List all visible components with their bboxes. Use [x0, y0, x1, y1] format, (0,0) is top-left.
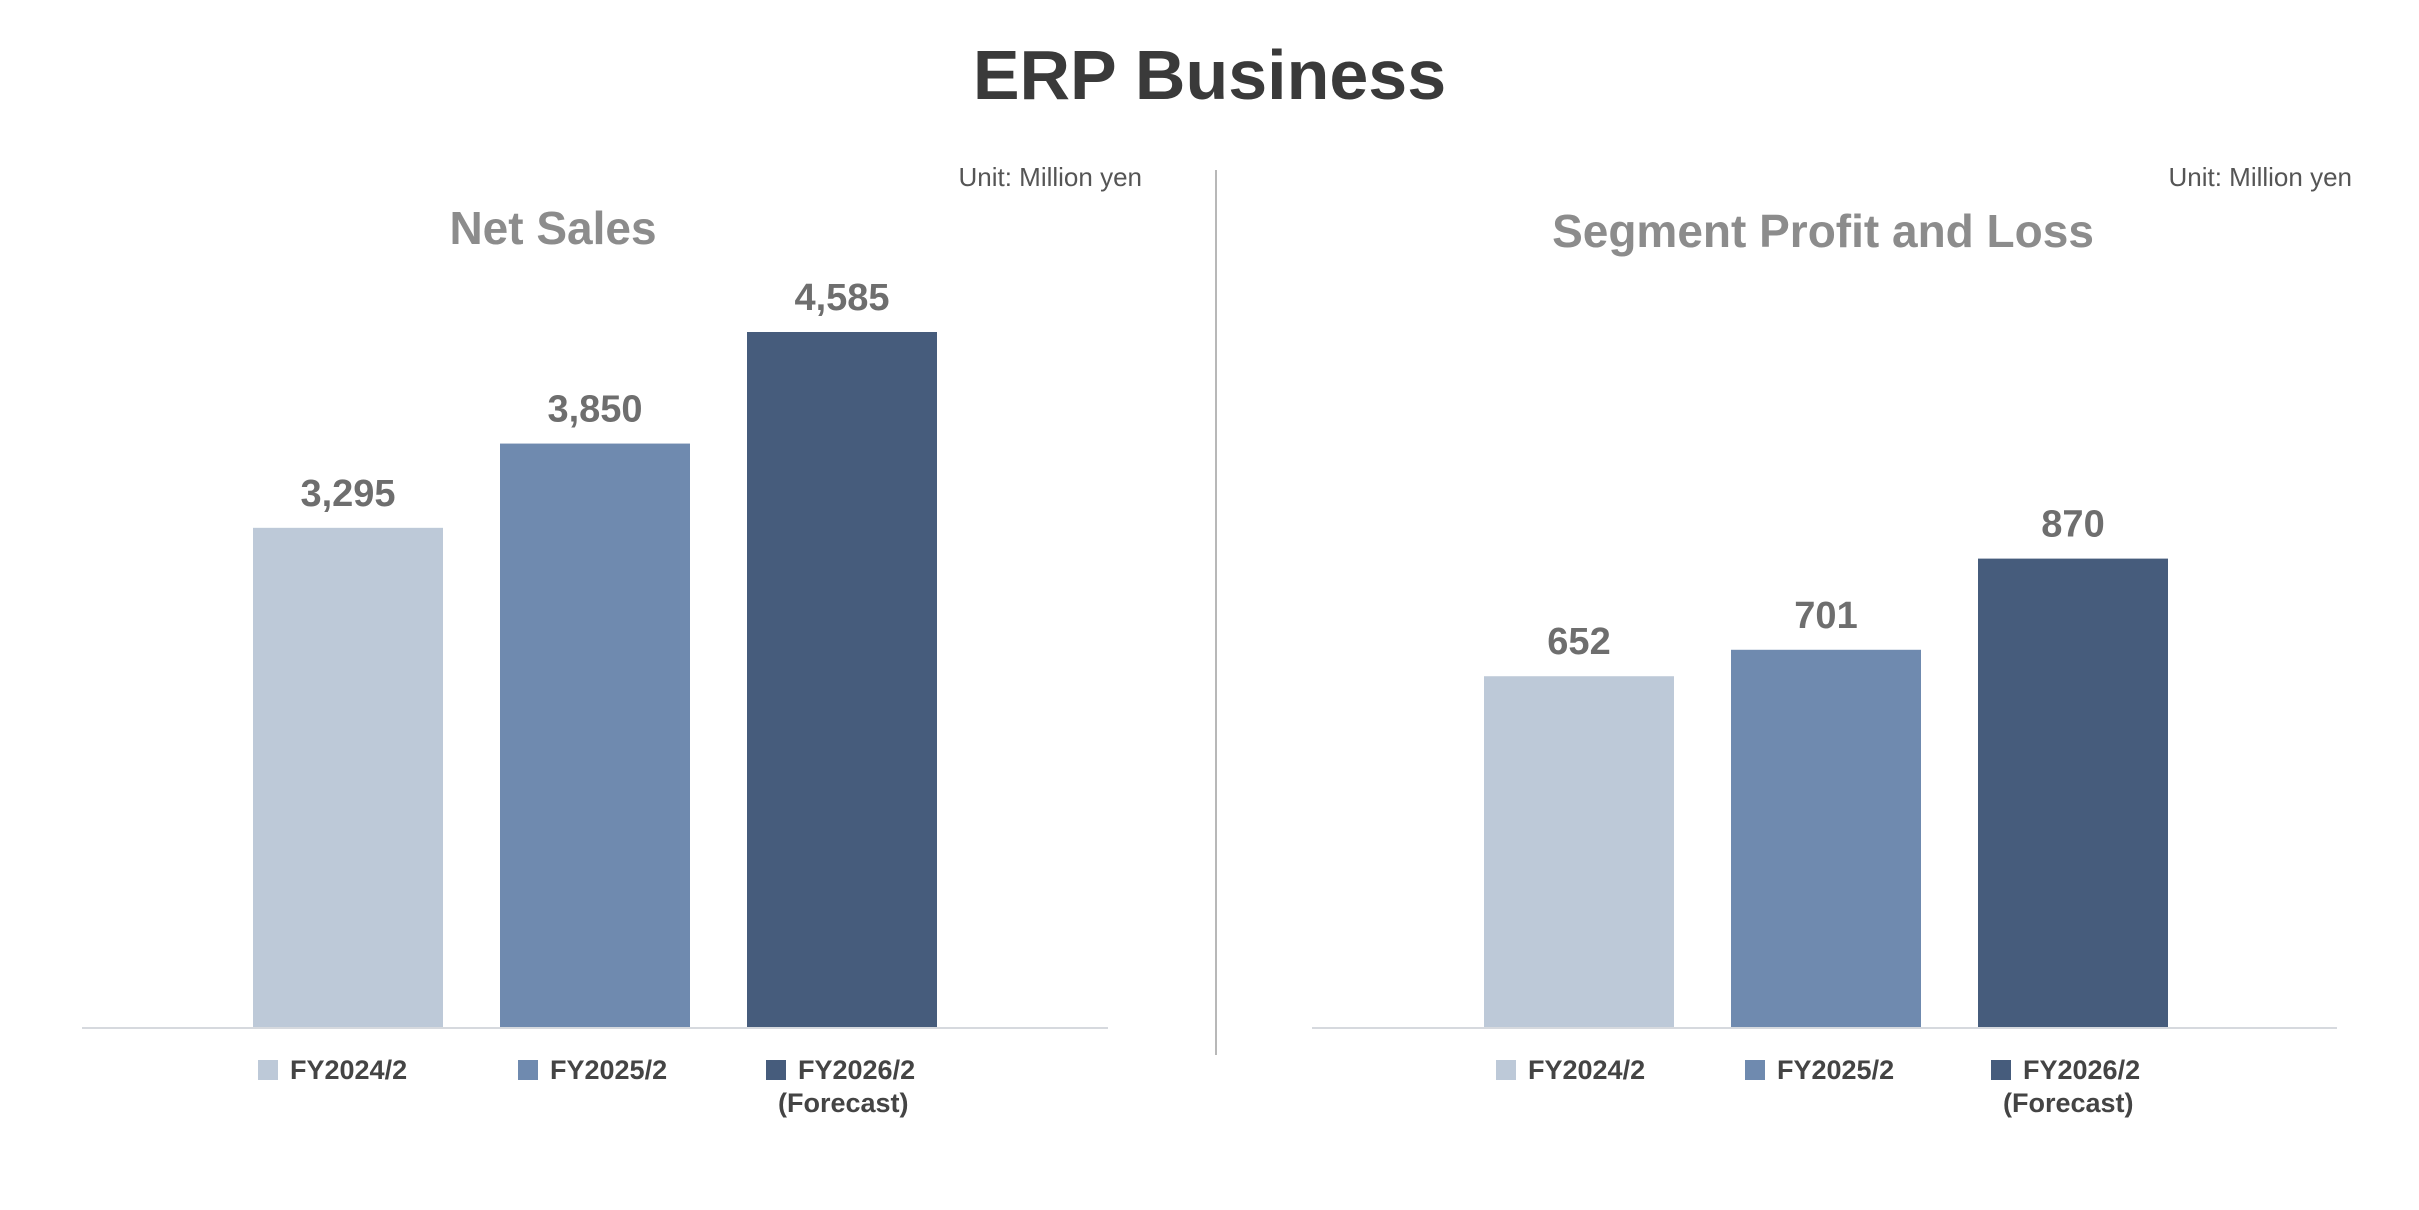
chart-title: Net Sales — [449, 202, 656, 254]
bar-fy2025-2 — [1731, 649, 1921, 1028]
legend-swatch — [1496, 1060, 1516, 1080]
legend-entry: FY2026/2 — [2023, 1055, 2140, 1085]
bar-fy2024-2 — [253, 527, 443, 1028]
net-sales-chart: Unit: Million yen Net Sales 3,295 3,850 4,58… — [82, 162, 1142, 1118]
legend-swatch — [258, 1060, 278, 1080]
data-label: 4,585 — [794, 277, 889, 319]
legend-swatch — [766, 1060, 786, 1080]
legend-entry: FY2024/2 — [290, 1055, 407, 1085]
bar-fy2026-2 — [747, 332, 937, 1028]
legend-note: (Forecast) — [2003, 1088, 2134, 1118]
data-label: 870 — [2041, 504, 2104, 546]
legend-entry: FY2025/2 — [1777, 1055, 1894, 1085]
segment-profit-chart: Unit: Million yen Segment Profit and Loss… — [1312, 162, 2352, 1118]
data-label: 3,295 — [300, 473, 395, 515]
bar-fy2025-2 — [500, 443, 690, 1028]
unit-label: Unit: Million yen — [2168, 162, 2352, 192]
page-title: ERP Business — [972, 36, 1447, 114]
legend-entry: FY2024/2 — [1528, 1055, 1645, 1085]
legend-swatch — [518, 1060, 538, 1080]
chart-divider — [1215, 170, 1217, 1055]
legend-entry: FY2026/2 — [798, 1055, 915, 1085]
legend-swatch — [1991, 1060, 2011, 1080]
data-label: 3,850 — [547, 389, 642, 431]
data-label: 652 — [1547, 621, 1610, 663]
bar-fy2026-2 — [1978, 558, 2168, 1028]
legend-entry: FY2025/2 — [550, 1055, 667, 1085]
legend-note: (Forecast) — [778, 1088, 909, 1118]
chart-title: Segment Profit and Loss — [1552, 205, 2094, 257]
bar-fy2024-2 — [1484, 676, 1674, 1028]
unit-label: Unit: Million yen — [958, 162, 1142, 192]
data-label: 701 — [1794, 595, 1857, 637]
legend-swatch — [1745, 1060, 1765, 1080]
